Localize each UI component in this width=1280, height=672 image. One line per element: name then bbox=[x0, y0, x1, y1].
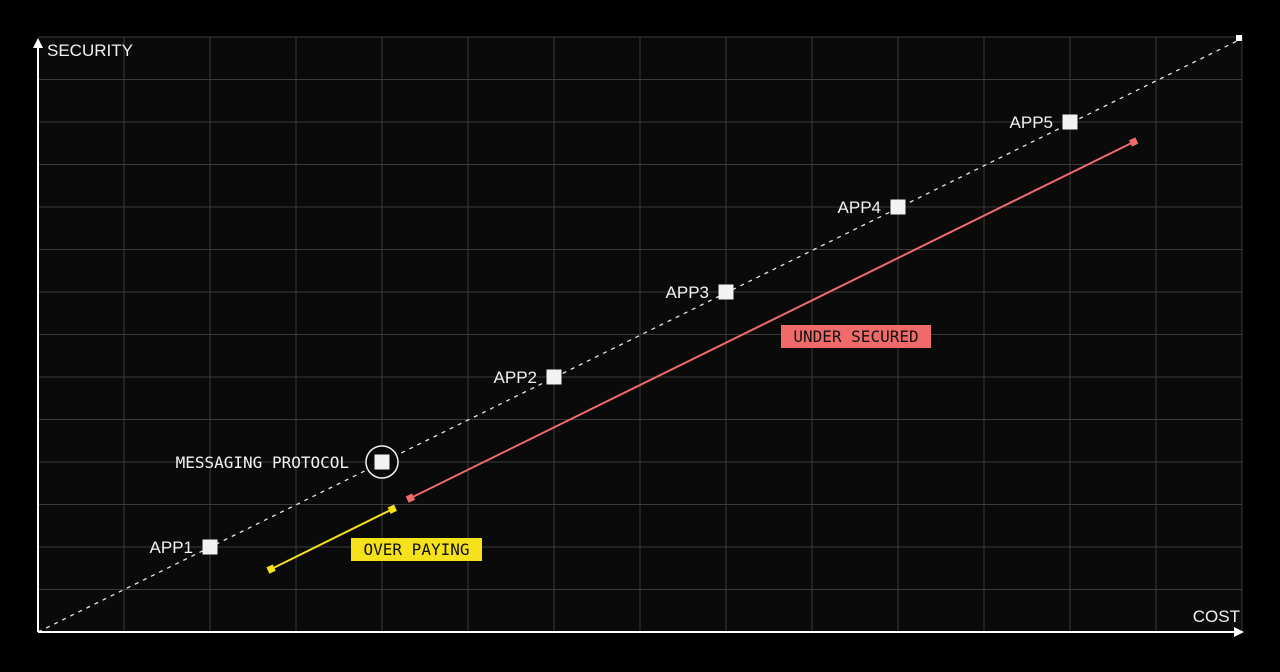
point-app3: APP3 bbox=[666, 283, 734, 302]
point-label: MESSAGING PROTOCOL bbox=[176, 453, 349, 472]
segment-end-marker bbox=[387, 504, 397, 514]
segment-label-background bbox=[351, 538, 482, 561]
point-marker bbox=[546, 369, 562, 385]
point-app5: APP5 bbox=[1010, 113, 1078, 132]
segment-label: UNDER SECURED bbox=[793, 327, 918, 346]
segment-under-secured: UNDER SECURED bbox=[405, 137, 1139, 503]
point-marker bbox=[1062, 114, 1078, 130]
segment-end-marker bbox=[405, 493, 416, 503]
reference-dashed-line bbox=[37, 39, 1240, 633]
point-marker bbox=[202, 539, 218, 555]
x-axis-label: COST bbox=[1193, 607, 1240, 626]
point-label: APP1 bbox=[150, 538, 193, 557]
point-label: APP3 bbox=[666, 283, 709, 302]
segment-label-background bbox=[781, 325, 931, 348]
point-app2: APP2 bbox=[494, 368, 562, 387]
points: APP1 MESSAGING PROTOCOL APP2 APP3 APP4 APP5 bbox=[150, 113, 1078, 557]
reference-line bbox=[37, 35, 1242, 633]
point-marker bbox=[890, 199, 906, 215]
point-label: APP4 bbox=[838, 198, 881, 217]
x-axis-arrow-icon bbox=[1234, 627, 1244, 637]
segment-line bbox=[409, 141, 1135, 500]
segment-end-marker bbox=[266, 564, 276, 574]
segments: UNDER SECURED OVER PAYING bbox=[266, 137, 1139, 574]
segment-label: OVER PAYING bbox=[364, 540, 470, 559]
point-app4: APP4 bbox=[838, 198, 906, 217]
point-label: APP5 bbox=[1010, 113, 1053, 132]
reference-line-end-marker bbox=[1236, 35, 1242, 41]
segment-end-marker bbox=[1128, 137, 1139, 147]
segment-over-paying: OVER PAYING bbox=[266, 504, 482, 574]
point-app1: APP1 bbox=[150, 538, 218, 557]
point-marker bbox=[718, 284, 734, 300]
point-marker bbox=[374, 454, 390, 470]
segment-line bbox=[270, 508, 393, 570]
axes: SECURITY COST bbox=[33, 38, 1244, 637]
point-label: APP2 bbox=[494, 368, 537, 387]
y-axis-label: SECURITY bbox=[47, 41, 133, 60]
point-messaging-protocol: MESSAGING PROTOCOL bbox=[176, 445, 399, 479]
y-axis-arrow-icon bbox=[33, 38, 43, 48]
